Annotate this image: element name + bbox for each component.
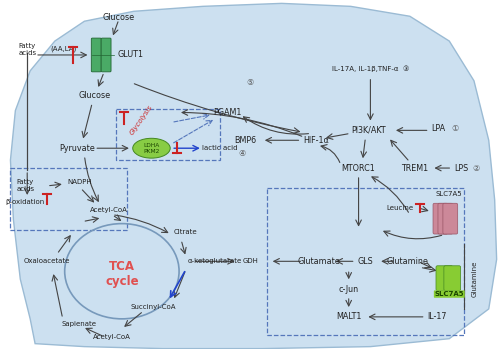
Text: SLC7A5: SLC7A5 [436,191,462,197]
Text: Acetyl-CoA: Acetyl-CoA [93,334,131,340]
Text: Fatty
acids: Fatty acids [16,180,34,193]
Text: Sapienate: Sapienate [62,321,97,327]
Text: PI3K/AKT: PI3K/AKT [351,126,386,135]
Text: lactic acid: lactic acid [202,145,237,151]
Text: Pyruvate: Pyruvate [60,144,96,153]
Text: Leucine: Leucine [386,205,413,211]
FancyBboxPatch shape [433,203,448,234]
Text: Glutamine: Glutamine [387,257,429,266]
Text: Fatty
acids: Fatty acids [18,43,36,56]
Text: cycle: cycle [105,275,138,288]
Text: Glycolysis: Glycolysis [129,104,154,136]
Text: BMP6: BMP6 [234,136,256,145]
Text: β-oxidation: β-oxidation [6,199,45,205]
Text: GLS: GLS [358,257,374,266]
Text: TREM1: TREM1 [401,163,428,173]
Text: GDH: GDH [242,258,258,264]
Text: LDHA
PKM2: LDHA PKM2 [144,143,160,154]
Polygon shape [10,4,496,349]
Text: MALT1: MALT1 [336,312,361,321]
Text: IL-17A, IL-1β,TNF-α  ③: IL-17A, IL-1β,TNF-α ③ [332,65,409,72]
FancyBboxPatch shape [444,266,460,290]
Text: LPA: LPA [432,124,446,133]
Text: NADPH: NADPH [67,179,92,185]
Text: Citrate: Citrate [173,229,197,235]
Text: IL-17: IL-17 [428,312,447,321]
Text: (AA,LA): (AA,LA) [50,46,76,52]
Text: ②: ② [472,163,479,173]
FancyBboxPatch shape [443,203,458,234]
Text: LPS: LPS [454,163,468,173]
FancyBboxPatch shape [436,266,453,290]
Text: HIF-1α: HIF-1α [304,136,329,145]
Text: PGAM1: PGAM1 [213,108,242,117]
Text: Glutamine: Glutamine [472,261,478,298]
Text: Succinyl-CoA: Succinyl-CoA [130,304,176,310]
Text: SLC7A5: SLC7A5 [434,291,464,297]
Text: α-ketoglutarate: α-ketoglutarate [188,258,242,264]
FancyBboxPatch shape [438,203,453,234]
Text: ①: ① [452,124,458,133]
Ellipse shape [132,138,170,158]
Text: Glucose: Glucose [78,91,110,100]
Text: GLUT1: GLUT1 [118,50,144,60]
Text: Glucose: Glucose [103,13,135,22]
Text: Oxaloacetate: Oxaloacetate [24,258,70,264]
FancyBboxPatch shape [101,38,111,72]
Text: c-Jun: c-Jun [338,285,359,294]
Text: ⑤: ⑤ [246,78,254,87]
FancyBboxPatch shape [92,38,101,72]
Text: Glutamate: Glutamate [298,257,341,266]
Text: MTORC1: MTORC1 [342,163,376,173]
Text: Acetyl-CoA: Acetyl-CoA [90,207,128,213]
Text: TCA: TCA [109,260,135,273]
Text: ④: ④ [238,149,246,158]
